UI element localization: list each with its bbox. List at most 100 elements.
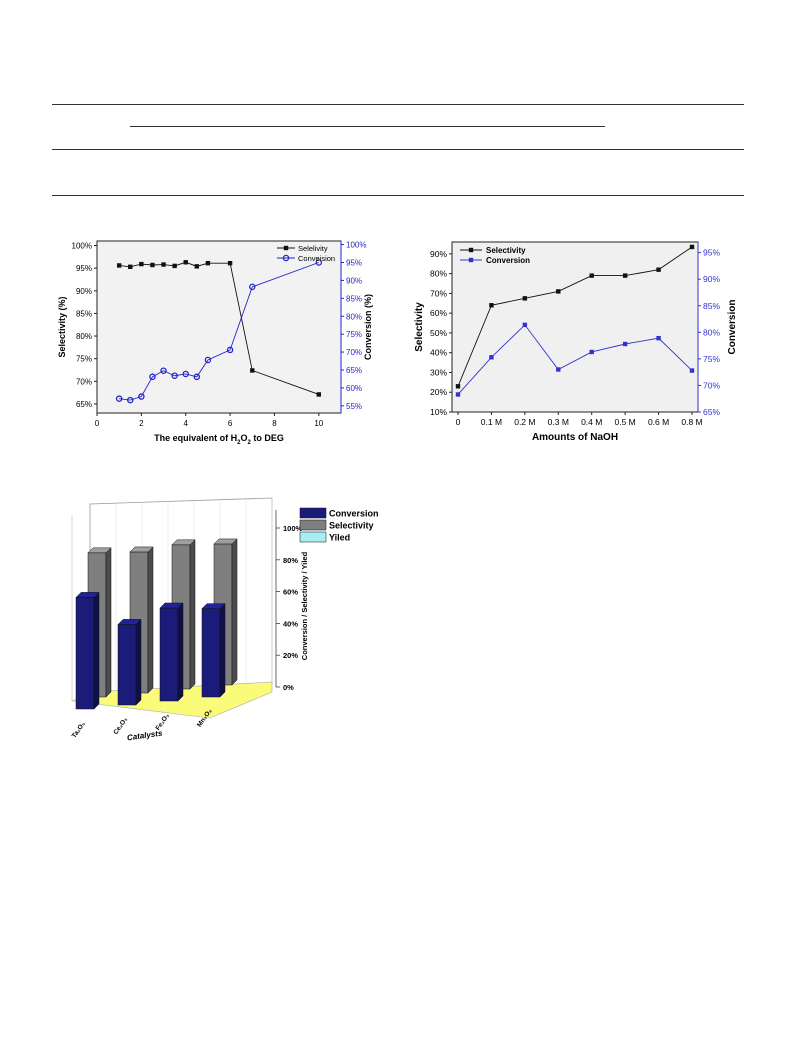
bar-conversion-2 (159, 602, 184, 702)
legend-marker (283, 245, 289, 251)
catalyst-3d-bar-chart: 0% 20% 40% 60% 80% 100% Conversion / Selectivi… (71, 497, 379, 743)
data-point (489, 303, 494, 308)
y-tick-label: 75% (76, 355, 92, 364)
bar-conversion-1 (117, 618, 142, 706)
y-tick-label: 30% (430, 367, 447, 377)
data-point (622, 341, 628, 347)
bar-conversion-3 (201, 603, 226, 698)
y-axis-label: Selectivity (414, 302, 425, 352)
data-point (556, 289, 561, 294)
y2-axis-label: Conversion (%) (363, 294, 373, 360)
bar-top (159, 602, 184, 609)
legend-label: Conveision (298, 254, 335, 263)
x-axis-label-part: 2 (237, 440, 241, 446)
x-tick-label: 0.1 M (481, 417, 502, 427)
data-point (160, 367, 167, 374)
bar-side (231, 538, 238, 686)
y2-tick-label: 85% (346, 294, 362, 303)
bar-top (201, 603, 226, 609)
bar-side (135, 618, 142, 706)
legend-swatch (299, 519, 327, 531)
y2-tick-label: 100% (346, 241, 366, 250)
data-point (171, 372, 178, 379)
data-point (250, 368, 255, 373)
data-point (183, 260, 188, 265)
table-top-rule (52, 104, 744, 105)
category-axis-label: Catalysts (126, 729, 163, 743)
value-tick-label: 0% (283, 683, 294, 692)
y-tick-label: 100% (72, 242, 92, 251)
y-tick-label: 65% (76, 400, 92, 409)
h2o2-equivalent-chart: 0 2 4 6 8 10 65% 70% 75% 80% 85% 90% 95% 100% 55% 60% 65… (57, 240, 373, 446)
bar-top (117, 619, 142, 625)
y-axis-label: Selectivity (%) (57, 296, 67, 357)
y-tick-label: 85% (76, 309, 92, 318)
y2-tick-label: 90% (346, 276, 362, 285)
bar-top (87, 547, 112, 554)
y2-tick-label: 55% (346, 402, 362, 411)
y-tick-label: 40% (430, 348, 447, 358)
y2-tick-label: 70% (703, 380, 720, 390)
bar-side (189, 539, 196, 690)
data-point (128, 264, 133, 269)
data-point (315, 259, 323, 266)
y2-tick-label: 65% (703, 407, 720, 417)
data-point (193, 373, 201, 381)
legend-marker (282, 254, 290, 262)
data-point (161, 262, 166, 267)
x-axis-label-part: The equivalent of H (154, 433, 237, 443)
legend-label: Selelivity (298, 244, 328, 253)
bar-top (213, 538, 238, 545)
data-point (205, 260, 211, 266)
legend-marker (468, 257, 474, 263)
bar-front (75, 597, 95, 710)
y-tick-label: 60% (430, 308, 447, 318)
data-point (182, 370, 189, 378)
data-point (589, 349, 594, 355)
y-tick-label: 95% (76, 264, 92, 273)
y2-tick-label: 60% (346, 384, 362, 393)
table-mid-rule (52, 149, 744, 150)
bar-side (219, 603, 226, 698)
chart-panel-3: 0% 20% 40% 60% 80% 100% Conversion / Selectivi… (50, 496, 395, 746)
y2-tick-label: 80% (346, 312, 362, 321)
x-axis-label-part: 2 (248, 440, 252, 446)
data-point (227, 260, 233, 266)
data-point (522, 296, 528, 301)
y2-tick-label: 95% (703, 248, 720, 258)
data-point (556, 367, 561, 372)
value-tick-label: 60% (283, 588, 298, 597)
x-tick-label: 0.8 M (681, 417, 702, 427)
data-point (204, 356, 212, 364)
category-label: Ta₂O₅ (71, 721, 87, 740)
x-tick-label: 0 (95, 419, 100, 428)
legend-swatch (299, 531, 327, 543)
data-point (115, 395, 123, 402)
y2-tick-label: 85% (703, 301, 720, 311)
table-bottom-rule (52, 195, 744, 196)
bar-side (177, 602, 184, 702)
bar-conversion-0 (75, 591, 100, 710)
series-line-0 (457, 246, 693, 387)
x-tick-label: 6 (228, 419, 233, 428)
y-tick-label: 50% (430, 328, 447, 338)
y2-tick-label: 80% (703, 327, 720, 337)
data-point (138, 393, 145, 400)
x-tick-label: 2 (139, 419, 144, 428)
data-point (150, 262, 155, 268)
x-axis-label: Amounts of NaOH (532, 432, 618, 443)
x-axis-label-part: to DEG (251, 433, 284, 443)
legend-label: Conversion (486, 256, 530, 265)
bar-side (93, 591, 100, 710)
legend-label: Selectivity (329, 521, 374, 531)
data-point (522, 322, 528, 328)
legend-label: Conversion (329, 509, 379, 519)
y2-tick-label: 75% (703, 354, 720, 364)
y2-tick-label: 95% (346, 259, 362, 268)
value-axis-label: Conversion / Selectivity / Yiled (300, 551, 309, 660)
plot-area (96, 240, 342, 414)
y2-axis-label: Conversion (727, 299, 738, 354)
legend-label: Yiled (329, 533, 350, 543)
y-tick-label: 70% (430, 288, 447, 298)
legend-swatch (299, 507, 327, 519)
